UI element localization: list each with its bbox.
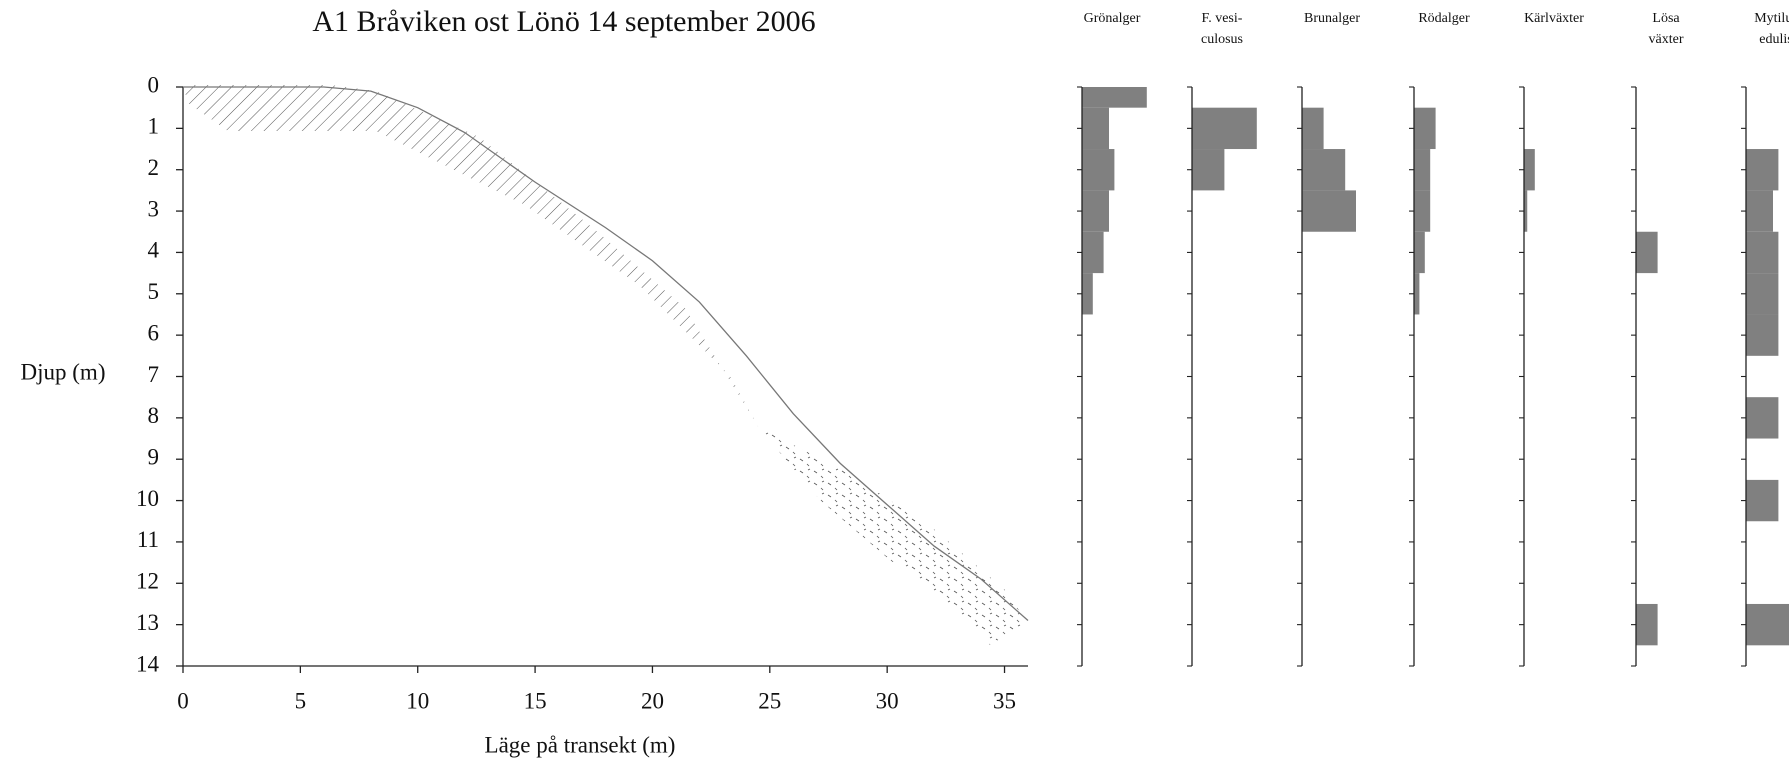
sediment-stipple — [759, 428, 1027, 645]
y-tick-label: 3 — [148, 196, 160, 221]
y-tick-label: 13 — [136, 610, 159, 635]
bar — [1414, 107, 1436, 150]
y-tick-label: 5 — [148, 279, 160, 304]
bar — [1746, 149, 1779, 191]
bar — [1192, 107, 1257, 150]
y-tick-label: 9 — [148, 444, 160, 469]
bar — [1302, 149, 1346, 191]
y-tick-label: 4 — [148, 238, 160, 263]
y-tick-label: 7 — [148, 362, 160, 387]
bar — [1192, 149, 1225, 191]
panel-title: culosus — [1201, 32, 1243, 47]
x-tick-label: 15 — [524, 688, 547, 713]
x-tick-label: 30 — [876, 688, 899, 713]
sediment-hatch — [183, 85, 759, 428]
x-tick-label: 35 — [993, 688, 1016, 713]
x-tick-label: 20 — [641, 688, 664, 713]
bar — [1302, 190, 1356, 232]
chart-title: A1 Bråviken ost Lönö 14 september 2006 — [312, 5, 815, 38]
bar — [1082, 149, 1115, 191]
x-tick-label: 25 — [758, 688, 781, 713]
bar — [1414, 273, 1420, 315]
y-tick-label: 10 — [136, 486, 159, 511]
bottom-profile — [183, 86, 1029, 621]
y-tick-label: 12 — [136, 569, 159, 594]
bar — [1414, 231, 1425, 274]
bar — [1082, 273, 1093, 315]
panel-title: växter — [1649, 32, 1684, 47]
panel-title: Lösa — [1652, 11, 1680, 26]
bar — [1524, 149, 1535, 191]
bar — [1302, 107, 1324, 150]
bar — [1524, 190, 1528, 232]
y-tick-label: 1 — [148, 114, 160, 139]
x-tick-label: 0 — [177, 688, 189, 713]
panel-title: Grönalger — [1084, 11, 1141, 26]
panel-title: Brunalger — [1304, 11, 1360, 26]
panel-title: F. vesi- — [1202, 11, 1243, 26]
y-axis-label: Djup (m) — [21, 359, 106, 384]
bar — [1636, 231, 1658, 274]
panel-title: Kärlväxter — [1524, 11, 1584, 26]
bar — [1082, 190, 1109, 232]
bar — [1746, 231, 1779, 274]
bar — [1746, 273, 1779, 315]
x-axis-label: Läge på transekt (m) — [485, 732, 676, 757]
y-tick-label: 8 — [148, 403, 160, 428]
bar — [1082, 231, 1104, 274]
panel-title: Rödalger — [1418, 11, 1470, 26]
bar — [1746, 479, 1779, 522]
x-tick-label: 5 — [295, 688, 307, 713]
bar — [1082, 107, 1109, 150]
bar — [1082, 87, 1147, 108]
bar — [1746, 397, 1779, 439]
bar — [1636, 603, 1658, 646]
bar — [1746, 190, 1773, 232]
bar — [1746, 314, 1779, 356]
panel-title: edulis — [1759, 32, 1789, 47]
y-tick-label: 6 — [148, 320, 160, 345]
bar — [1414, 149, 1431, 191]
panel-title: Mytilus — [1754, 11, 1789, 26]
y-tick-label: 11 — [137, 527, 159, 552]
x-tick-label: 10 — [406, 688, 429, 713]
y-tick-label: 2 — [148, 155, 160, 180]
y-tick-label: 14 — [136, 651, 160, 676]
y-tick-label: 0 — [148, 72, 160, 97]
bar — [1414, 190, 1431, 232]
bar — [1746, 603, 1789, 646]
